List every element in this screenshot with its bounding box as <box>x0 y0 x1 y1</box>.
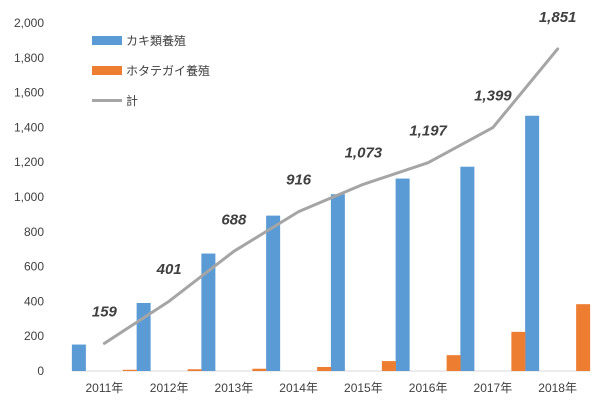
y-tick-label: 800 <box>24 225 44 239</box>
data-label: 159 <box>92 303 118 320</box>
y-tick-label: 0 <box>37 364 44 378</box>
data-label: 1,197 <box>409 123 447 140</box>
y-tick-label: 2,000 <box>14 16 44 30</box>
y-tick-label: 1,600 <box>14 86 44 100</box>
x-tick-label: 2015年 <box>344 381 383 395</box>
bar-layer <box>71 115 591 371</box>
legend-label: カキ類養殖 <box>126 33 186 48</box>
data-label: 916 <box>286 172 312 189</box>
bar-scallop <box>187 369 202 371</box>
total-line <box>102 47 560 345</box>
x-tick-label: 2011年 <box>85 381 123 395</box>
data-label: 1,399 <box>474 88 512 105</box>
data-label: 401 <box>156 261 182 278</box>
x-tick-label: 2017年 <box>474 381 513 395</box>
x-tick-label: 2016年 <box>409 381 448 395</box>
data-label: 1,073 <box>345 144 383 161</box>
y-tick-label: 1,400 <box>14 120 44 134</box>
bar-oyster <box>266 215 281 371</box>
data-label: 1,851 <box>539 9 577 26</box>
y-tick-label: 600 <box>24 260 44 274</box>
bar-scallop <box>511 331 526 371</box>
bar-scallop <box>317 366 332 371</box>
line-layer <box>102 47 560 345</box>
x-tick-label: 2012年 <box>150 381 189 395</box>
y-tick-label: 1,200 <box>14 155 44 169</box>
y-tick-label: 1,800 <box>14 51 44 65</box>
y-tick-label: 1,000 <box>14 190 44 204</box>
legend-swatch <box>92 66 122 75</box>
bar-oyster <box>201 253 216 371</box>
legend-label: 計 <box>126 93 138 108</box>
x-tick-label: 2013年 <box>215 381 254 395</box>
bar-scallop <box>446 355 461 371</box>
data-label: 688 <box>221 211 247 228</box>
bar-oyster <box>395 178 410 371</box>
bar-oyster <box>525 115 540 371</box>
legend-label: ホタテガイ養殖 <box>126 63 210 78</box>
x-tick-label: 2018年 <box>538 381 577 395</box>
bar-oyster <box>330 194 345 371</box>
bar-scallop <box>252 368 267 371</box>
bar-oyster <box>460 166 475 371</box>
label-layer: 159 401 688 916 1,073 1,197 1,399 1,851 <box>92 9 577 320</box>
x-tick-label: 2014年 <box>279 381 318 395</box>
y-tick-label: 200 <box>24 329 44 343</box>
bar-scallop <box>122 369 137 371</box>
y-tick-label: 400 <box>24 294 44 308</box>
legend-swatch <box>92 36 122 45</box>
bar-oyster <box>71 344 86 371</box>
bar-scallop <box>576 304 591 371</box>
bar-scallop <box>381 361 396 371</box>
